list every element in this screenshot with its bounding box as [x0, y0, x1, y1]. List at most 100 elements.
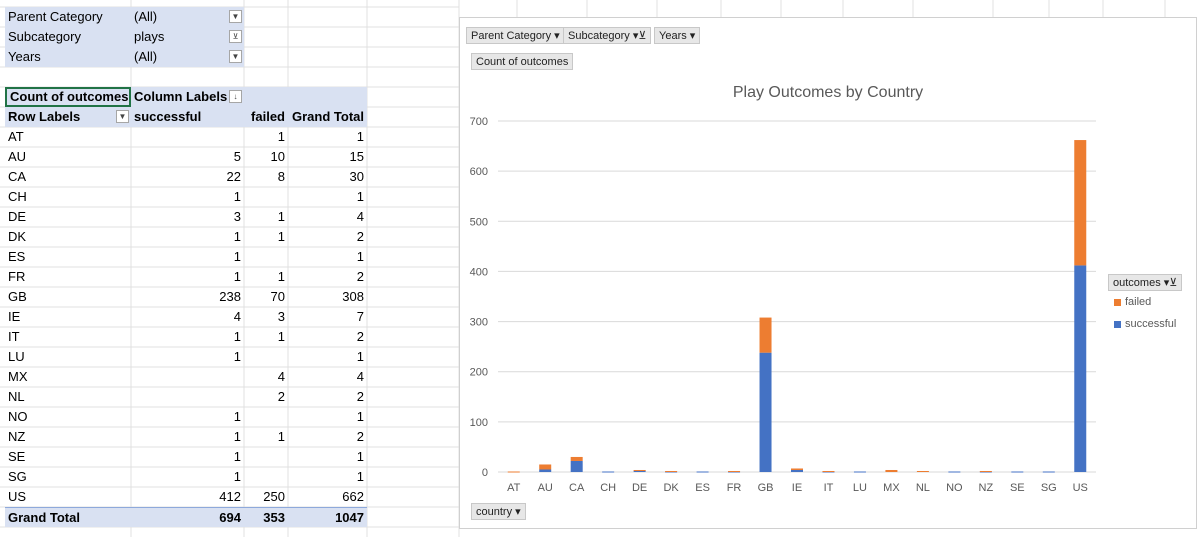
filter-value-subcategory[interactable]: plays [131, 27, 244, 47]
row-failed[interactable]: 2 [277, 389, 285, 404]
bar-failed-FR[interactable] [728, 470, 741, 472]
row-label[interactable]: DE [8, 209, 27, 224]
row-failed[interactable]: 1 [277, 129, 285, 144]
row-failed[interactable] [244, 467, 288, 487]
row-successful[interactable]: 1 [233, 349, 241, 364]
row-label[interactable]: NZ [8, 429, 26, 444]
bar-failed-CA[interactable] [570, 456, 583, 461]
filter-dropdown-years[interactable]: ▼ [229, 50, 242, 63]
row-failed[interactable]: 1 [277, 269, 285, 284]
filter-value-years[interactable]: (All) [131, 47, 244, 67]
row-label[interactable]: LU [8, 349, 25, 364]
row-failed[interactable]: 1 [277, 429, 285, 444]
row-label[interactable]: CH [8, 189, 27, 204]
row-successful[interactable] [131, 367, 244, 387]
row-successful[interactable]: 1 [233, 249, 241, 264]
row-total[interactable]: 1 [356, 469, 364, 484]
row-failed[interactable]: 70 [270, 289, 285, 304]
legend-title[interactable]: outcomes ▾⊻ [1108, 274, 1183, 291]
bar-successful-LU[interactable] [853, 471, 866, 473]
bar-successful-CH[interactable] [602, 471, 615, 473]
row-successful[interactable]: 238 [219, 289, 241, 304]
row-successful[interactable]: 1 [233, 229, 241, 244]
row-failed[interactable] [244, 347, 288, 367]
row-failed[interactable]: 1 [277, 209, 285, 224]
row-label[interactable]: AU [8, 149, 27, 164]
row-total[interactable]: 1 [356, 129, 364, 144]
bar-failed-DK[interactable] [665, 470, 678, 472]
row-label[interactable]: CA [8, 169, 27, 184]
row-successful[interactable] [131, 127, 244, 147]
row-label[interactable]: DK [8, 229, 27, 244]
row-successful[interactable]: 1 [233, 449, 241, 464]
bar-failed-NL[interactable] [916, 470, 929, 472]
row-label[interactable]: NL [8, 389, 25, 404]
row-failed[interactable] [244, 447, 288, 467]
bar-successful-SE[interactable] [1011, 471, 1024, 473]
row-total[interactable]: 2 [356, 229, 364, 244]
row-successful[interactable]: 1 [233, 189, 241, 204]
row-label[interactable]: IT [8, 329, 20, 344]
bar-successful-DK[interactable] [665, 471, 678, 473]
row-label[interactable]: NO [8, 409, 28, 424]
row-successful[interactable]: 1 [233, 329, 241, 344]
chart-filter-years[interactable]: Years ▾ [654, 27, 701, 44]
bar-successful-NZ[interactable] [979, 471, 992, 473]
row-label[interactable]: AT [8, 129, 24, 144]
row-total[interactable]: 1 [356, 409, 364, 424]
row-label[interactable]: GB [8, 289, 27, 304]
bar-failed-MX[interactable] [885, 469, 898, 472]
row-successful[interactable]: 1 [233, 429, 241, 444]
row-failed[interactable]: 3 [277, 309, 285, 324]
row-total[interactable]: 662 [342, 489, 364, 504]
row-total[interactable]: 30 [349, 169, 364, 184]
pivot-chart[interactable]: Parent Category ▾ Subcategory ▾⊻ Years ▾… [459, 17, 1197, 529]
chart-axis-field-country[interactable]: country ▾ [471, 503, 526, 520]
bar-successful-GB[interactable] [759, 352, 772, 472]
pivot-value-label[interactable]: Count of outcomes [5, 87, 131, 107]
row-total[interactable]: 1 [356, 449, 364, 464]
bar-successful-IE[interactable] [791, 469, 803, 472]
row-total[interactable]: 2 [356, 329, 364, 344]
row-label[interactable]: MX [8, 369, 28, 384]
row-successful[interactable] [131, 387, 244, 407]
bar-successful-IT[interactable] [822, 471, 835, 473]
row-successful[interactable]: 3 [233, 209, 241, 224]
bar-successful-SG[interactable] [1042, 471, 1055, 473]
bar-failed-AT[interactable] [507, 471, 520, 473]
bar-successful-DE[interactable] [633, 470, 646, 472]
row-label[interactable]: SE [8, 449, 26, 464]
chart-filter-subcategory[interactable]: Subcategory ▾⊻ [563, 27, 652, 44]
bar-failed-NZ[interactable] [979, 470, 992, 472]
bar-successful-AU[interactable] [539, 469, 552, 472]
row-successful[interactable]: 22 [226, 169, 241, 184]
row-total[interactable]: 308 [342, 289, 364, 304]
filter-funnel-icon[interactable]: ⊻ [229, 30, 242, 43]
row-total[interactable]: 1 [356, 349, 364, 364]
bar-successful-US[interactable] [1074, 265, 1087, 472]
row-total[interactable]: 2 [356, 429, 364, 444]
row-failed[interactable] [244, 247, 288, 267]
row-failed[interactable] [244, 407, 288, 427]
filter-dropdown-parent-category[interactable]: ▼ [229, 10, 242, 23]
row-total[interactable]: 7 [356, 309, 364, 324]
row-failed[interactable]: 250 [263, 489, 285, 504]
row-failed[interactable]: 10 [270, 149, 285, 164]
row-total[interactable]: 4 [356, 369, 364, 384]
row-successful[interactable]: 1 [233, 469, 241, 484]
row-label[interactable]: FR [8, 269, 26, 284]
row-successful[interactable]: 1 [233, 269, 241, 284]
bar-successful-NO[interactable] [948, 471, 961, 473]
bar-failed-IT[interactable] [822, 470, 835, 472]
row-total[interactable]: 1 [356, 249, 364, 264]
bar-successful-CA[interactable] [570, 460, 583, 472]
row-failed[interactable]: 1 [277, 229, 285, 244]
bar-failed-GB[interactable] [759, 317, 772, 353]
column-filter-sort-icon[interactable]: ↓ [229, 90, 242, 103]
row-total[interactable]: 15 [349, 149, 364, 164]
row-successful[interactable]: 4 [233, 309, 241, 324]
row-total[interactable]: 1 [356, 189, 364, 204]
row-successful[interactable]: 5 [233, 149, 241, 164]
chart-value-field-button[interactable]: Count of outcomes [471, 53, 574, 70]
bar-successful-ES[interactable] [696, 471, 709, 473]
